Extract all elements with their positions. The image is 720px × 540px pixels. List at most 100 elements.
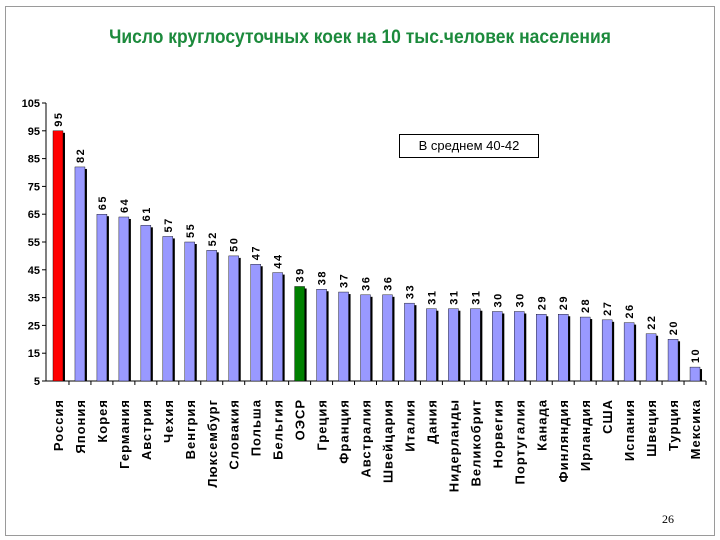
bar [228,255,239,382]
data-label: 31 [470,289,482,304]
bar [470,308,481,382]
category-label: Франция [337,399,352,464]
y-tick-label: 65 [28,209,40,221]
data-label: 27 [602,301,614,316]
category-label: Швейцария [380,399,395,483]
data-label: 47 [251,245,263,260]
y-tick-label: 75 [28,181,40,193]
y-tick-label: 25 [28,320,40,332]
category-label: Австралия [359,399,374,478]
bar [272,272,283,382]
y-tick-label: 45 [28,265,40,277]
category-label: Великобрит [468,399,483,486]
category-label: Люксембург [205,399,220,488]
category-label: Россия [51,399,66,451]
category-label: Австрия [139,399,154,460]
data-label: 31 [426,289,438,304]
bar [426,308,437,382]
page-number: 26 [662,512,674,526]
bar [667,339,679,382]
bar [74,166,86,382]
bar [96,213,108,382]
data-label: 37 [339,273,351,288]
bar [294,286,305,382]
data-label: 30 [514,292,526,307]
category-label: Венгрия [183,399,198,459]
bar [316,289,327,382]
bar [184,241,195,382]
category-label: ОЭСР [293,399,308,440]
y-tick-label: 105 [22,98,40,110]
bar [623,322,635,382]
category-label: Германия [117,399,132,469]
category-label: Бельгия [271,399,286,460]
bar [118,216,130,382]
bar [536,314,547,382]
bar [404,302,415,382]
y-tick-label: 15 [28,348,40,360]
bar [360,294,371,382]
bar [52,130,64,382]
category-label: Польша [249,399,264,456]
bar [382,294,393,382]
y-tick-label: 55 [28,237,40,249]
bar [601,319,613,382]
data-label: 10 [690,348,702,363]
data-label: 20 [668,320,680,335]
bar [689,366,701,382]
bar [558,314,569,382]
bar [338,291,349,382]
data-label: 82 [75,148,87,163]
data-label: 55 [185,223,197,238]
y-tick-label: 35 [28,293,40,305]
category-label: Ирландия [578,399,593,471]
data-label: 95 [53,112,65,127]
category-label: Швеция [644,399,659,457]
category-label: Мексика [688,399,703,459]
y-tick-label: 5 [34,376,40,388]
data-label: 22 [646,314,658,329]
data-label: 29 [536,295,548,310]
data-label: 65 [97,195,109,210]
category-label: Финляндия [556,399,571,482]
bar [250,264,261,382]
data-label: 64 [119,198,131,213]
category-label: Дания [424,399,439,444]
data-label: 30 [492,292,504,307]
chart-title: Число круглосуточных коек на 10 тыс.чело… [109,27,611,48]
data-label: 26 [624,303,636,318]
bar [140,225,152,382]
category-label: Корея [95,399,110,443]
data-label: 39 [295,267,307,282]
category-label: Канада [534,399,549,451]
data-label: 38 [317,270,329,285]
bar [579,316,591,382]
data-label: 33 [404,284,416,299]
data-label: 29 [558,295,570,310]
category-label: Словакия [227,399,242,470]
category-label: Испания [622,399,637,461]
category-label: Италия [402,399,417,452]
data-label: 36 [361,276,373,291]
category-label: Норвегия [490,399,505,468]
y-tick-label: 85 [28,154,40,166]
category-label: Португалия [512,399,527,484]
average-callout: В среднем 40-42 [399,134,539,158]
data-label: 61 [141,206,153,221]
data-label: 52 [207,231,219,246]
data-label: 36 [382,276,394,291]
bar [492,311,503,382]
data-label: 28 [580,298,592,313]
data-label: 57 [163,217,175,232]
bar [206,250,217,382]
y-tick-label: 95 [28,126,40,138]
bar [514,311,525,382]
category-label: США [600,399,615,434]
category-label: Греция [315,399,330,451]
bar [645,333,657,382]
category-label: Чехия [161,399,176,443]
category-label: Турция [666,399,681,451]
data-label: 50 [229,237,241,252]
bar [448,308,459,382]
